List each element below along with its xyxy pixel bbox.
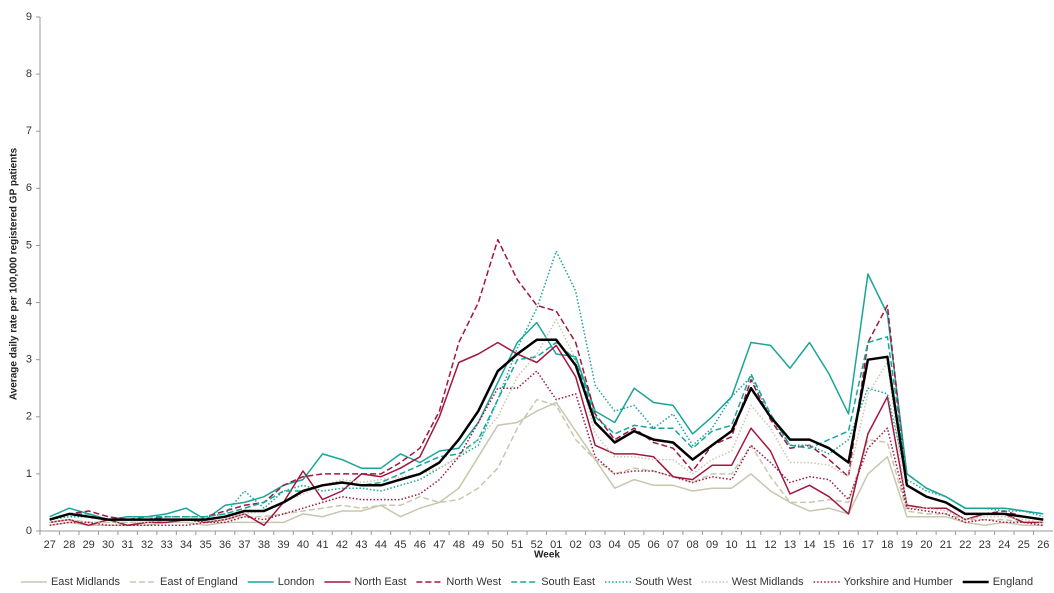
legend: East Midlands East of England London North … (20, 576, 1033, 588)
legend-label: England (993, 576, 1033, 588)
legend-label: East of England (160, 576, 238, 588)
x-tick-label: 09 (706, 539, 718, 551)
x-tick-label: 52 (531, 539, 543, 551)
y-tick-label: 8 (26, 68, 32, 80)
x-tick-label: 41 (316, 539, 328, 551)
x-tick-label: 10 (725, 539, 737, 551)
y-tick-label: 4 (26, 296, 32, 308)
y-tick-label: 2 (26, 411, 32, 423)
x-tick-label: 12 (764, 539, 776, 551)
x-tick-label: 37 (238, 539, 250, 551)
x-tick-label: 11 (745, 539, 756, 551)
x-tick-label: 13 (784, 539, 796, 551)
x-tick-label: 46 (414, 539, 426, 551)
y-tick-label: 7 (26, 125, 32, 137)
series-line (49, 398, 1044, 524)
x-tick-label: 42 (336, 539, 348, 551)
x-tick-label: 24 (998, 539, 1010, 551)
x-tick-label: 14 (803, 539, 815, 551)
y-axis-title: Average daily rate per 100,000 registere… (9, 147, 20, 400)
x-tick-label: 35 (199, 539, 211, 551)
x-tick-label: 31 (122, 539, 134, 551)
x-tick-label: 43 (355, 539, 367, 551)
series-line (49, 370, 1044, 527)
y-tick-label: 9 (26, 11, 32, 23)
legend-label: North West (446, 576, 501, 588)
series-line (49, 338, 1044, 521)
x-tick-label: 05 (628, 539, 640, 551)
y-tick-label: 5 (26, 239, 32, 251)
x-tick-label: 15 (823, 539, 835, 551)
legend-label: South East (541, 576, 595, 588)
x-tick-label: 50 (492, 539, 504, 551)
x-tick-label: 03 (589, 539, 601, 551)
legend-label: Yorkshire and Humber (844, 576, 953, 588)
x-tick-label: 32 (141, 539, 153, 551)
x-tick-label: 26 (1037, 539, 1049, 551)
legend-label: London (278, 576, 315, 588)
x-tick-label: 40 (297, 539, 309, 551)
y-tick-label: 3 (26, 354, 32, 366)
series-line (49, 250, 1044, 521)
x-tick-label: 30 (102, 539, 114, 551)
x-tick-label: 22 (959, 539, 971, 551)
x-tick-label: 08 (686, 539, 698, 551)
series-line (49, 318, 1044, 524)
series-line (49, 336, 1044, 521)
series-line (49, 238, 1044, 521)
series-line (49, 401, 1044, 527)
x-tick-label: 17 (862, 539, 874, 551)
x-tick-label: 06 (648, 539, 660, 551)
x-tick-label: 16 (842, 539, 854, 551)
legend-label: West Midlands (732, 576, 804, 588)
legend-label: North East (354, 576, 406, 588)
x-tick-label: 44 (375, 539, 387, 551)
x-tick-label: 38 (258, 539, 270, 551)
x-tick-label: 18 (881, 539, 893, 551)
x-tick-label: 49 (472, 539, 484, 551)
x-tick-label: 25 (1018, 539, 1030, 551)
x-tick-label: 33 (161, 539, 173, 551)
x-tick-label: 34 (180, 539, 192, 551)
x-tick-label: 29 (83, 539, 95, 551)
x-tick-label: 02 (570, 539, 582, 551)
x-tick-label: 04 (609, 539, 621, 551)
x-tick-label: 27 (44, 539, 56, 551)
y-tick-label: 0 (26, 525, 32, 537)
x-tick-label: 39 (277, 539, 289, 551)
x-tick-label: 45 (394, 539, 406, 551)
y-tick-label: 6 (26, 182, 32, 194)
x-tick-label: 47 (433, 539, 445, 551)
x-tick-label: 28 (63, 539, 75, 551)
x-tick-label: 19 (901, 539, 913, 551)
legend-label: South West (635, 576, 692, 588)
x-tick-label: 20 (920, 539, 932, 551)
x-tick-label: 23 (979, 539, 991, 551)
y-tick-label: 1 (26, 468, 32, 480)
x-tick-label: 51 (511, 539, 523, 551)
x-tick-label: 36 (219, 539, 231, 551)
x-axis-title: Week (534, 550, 560, 561)
x-tick-label: 48 (453, 539, 465, 551)
x-tick-label: 01 (550, 539, 562, 551)
legend-label: East Midlands (51, 576, 121, 588)
series-line (49, 341, 1044, 527)
x-tick-label: 07 (667, 539, 679, 551)
x-tick-label: 21 (940, 539, 952, 551)
